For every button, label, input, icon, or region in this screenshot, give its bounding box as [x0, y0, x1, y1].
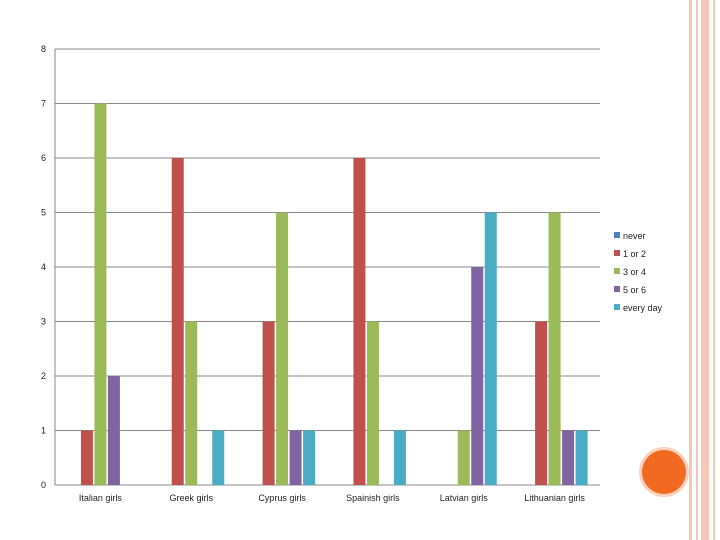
x-tick-label-italian-girls: Italian girls [79, 493, 123, 503]
bar-cyprus-girls-every-day [303, 430, 316, 485]
bar-cyprus-girls-1-or-2 [262, 321, 275, 485]
bar-greek-girls-every-day [212, 430, 225, 485]
bar-spainish-girls-every-day [393, 430, 406, 485]
y-tick-label-7: 7 [41, 99, 46, 109]
bar-latvian-girls-3-or-4 [457, 430, 470, 485]
bar-greek-girls-3-or-4 [185, 321, 198, 485]
legend-label-every-day: every day [623, 303, 663, 313]
y-tick-label-0: 0 [41, 480, 46, 490]
legend-label-1-or-2: 1 or 2 [623, 249, 646, 259]
border-line-3 [701, 0, 709, 540]
y-tick-label-4: 4 [41, 262, 46, 272]
bar-cyprus-girls-3-or-4 [276, 212, 289, 485]
legend-swatch-every-day [614, 304, 620, 310]
border-line-1 [689, 0, 692, 540]
legend-swatch-1-or-2 [614, 250, 620, 256]
bar-spainish-girls-1-or-2 [353, 158, 366, 485]
y-tick-label-5: 5 [41, 208, 46, 218]
bar-latvian-girls-every-day [484, 212, 497, 485]
legend-label-never: never [623, 231, 646, 241]
bar-italian-girls-3-or-4 [94, 103, 107, 485]
bar-greek-girls-1-or-2 [171, 158, 184, 485]
bar-italian-girls-5-or-6 [107, 376, 120, 485]
y-tick-label-3: 3 [41, 317, 46, 327]
bar-lithuanian-girls-3-or-4 [548, 212, 561, 485]
border-line-2 [696, 0, 698, 540]
legend-swatch-never [614, 232, 620, 238]
bar-italian-girls-1-or-2 [80, 430, 93, 485]
x-tick-label-spainish-girls: Spainish girls [346, 493, 400, 503]
legend-label-3-or-4: 3 or 4 [623, 267, 646, 277]
legend-swatch-5-or-6 [614, 286, 620, 292]
y-tick-label-8: 8 [41, 44, 46, 54]
legend-swatch-3-or-4 [614, 268, 620, 274]
x-tick-label-lithuanian-girls: Lithuanian girls [524, 493, 585, 503]
border-line-4 [713, 0, 715, 540]
bar-lithuanian-girls-1-or-2 [535, 321, 548, 485]
bar-spainish-girls-3-or-4 [366, 321, 379, 485]
y-tick-label-1: 1 [41, 426, 46, 436]
legend-label-5-or-6: 5 or 6 [623, 285, 646, 295]
bar-lithuanian-girls-every-day [575, 430, 588, 485]
bar-lithuanian-girls-5-or-6 [562, 430, 575, 485]
x-tick-label-latvian-girls: Latvian girls [440, 493, 489, 503]
bar-cyprus-girls-5-or-6 [289, 430, 302, 485]
accent-circle [642, 450, 686, 494]
x-tick-label-greek-girls: Greek girls [169, 493, 213, 503]
bar-latvian-girls-5-or-6 [471, 267, 484, 485]
y-tick-label-6: 6 [41, 153, 46, 163]
y-tick-label-2: 2 [41, 371, 46, 381]
x-tick-label-cyprus-girls: Cyprus girls [258, 493, 306, 503]
